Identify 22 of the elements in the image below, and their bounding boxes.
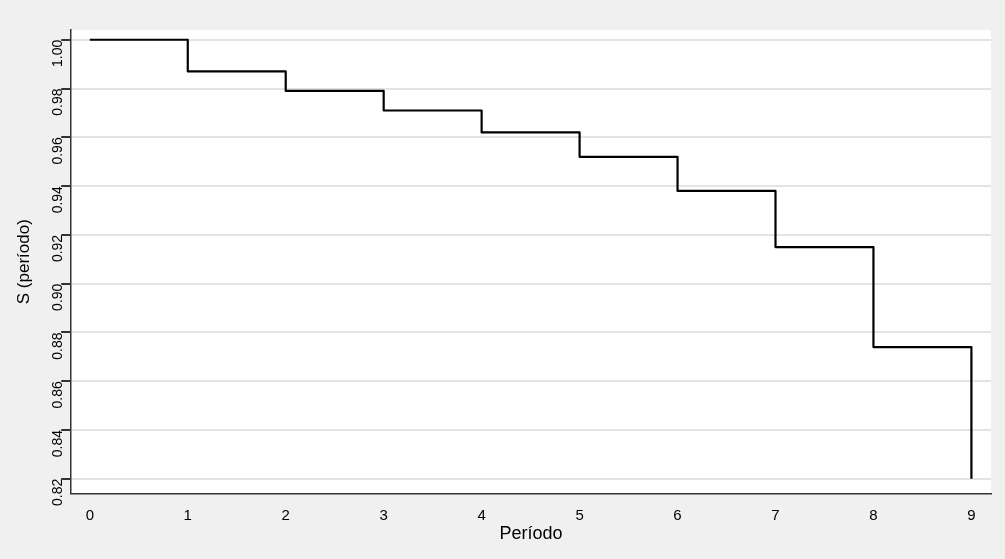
y-tick-label: 0.98 bbox=[49, 88, 66, 116]
x-tick-label: 1 bbox=[183, 505, 192, 523]
x-tick-label: 0 bbox=[85, 505, 94, 523]
x-axis-title: Período bbox=[499, 523, 563, 544]
x-tick-label: 6 bbox=[673, 505, 682, 523]
y-tick-label: 0.82 bbox=[49, 478, 66, 507]
x-tick-label: 5 bbox=[575, 505, 584, 523]
x-tick-label: 4 bbox=[477, 505, 486, 523]
y-tick-label: 0.92 bbox=[49, 234, 66, 263]
x-tick-label: 9 bbox=[967, 505, 976, 523]
y-axis-title: S (período) bbox=[13, 219, 33, 305]
y-tick-label: 0.96 bbox=[49, 137, 66, 165]
x-tick-label: 7 bbox=[771, 505, 780, 523]
x-tick-label: 3 bbox=[379, 505, 388, 523]
y-tick-label: 0.94 bbox=[49, 185, 66, 214]
y-tick-label: 0.86 bbox=[49, 381, 66, 409]
y-tick-label: 0.90 bbox=[49, 283, 66, 311]
y-tick-label: 1.00 bbox=[49, 39, 66, 68]
x-tick-label: 8 bbox=[869, 505, 878, 523]
y-tick-label: 0.88 bbox=[49, 332, 66, 360]
x-tick-label: 2 bbox=[281, 505, 290, 523]
y-tick-label: 0.84 bbox=[49, 429, 66, 458]
